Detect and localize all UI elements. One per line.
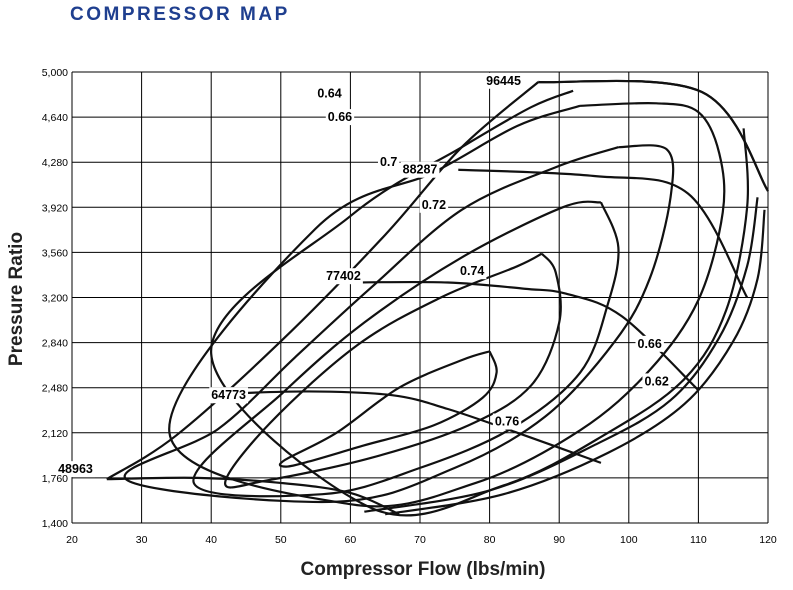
efficiency-label: 0.62 <box>644 374 668 388</box>
speed-line-label: 88287 <box>403 163 438 177</box>
efficiency-island-line <box>210 89 750 517</box>
y-tick-label: 3,920 <box>42 202 68 214</box>
grid <box>71 71 769 524</box>
y-tick-label: 5,000 <box>42 67 68 79</box>
efficiency-label: 0.74 <box>460 264 484 278</box>
speed-line-label: 64773 <box>211 388 246 402</box>
label-backdrop <box>325 109 355 126</box>
y-tick-label: 1,760 <box>42 473 68 485</box>
curves <box>106 79 769 517</box>
speed-line <box>218 390 602 464</box>
x-tick-label: 50 <box>275 534 287 546</box>
surge-line <box>106 81 540 481</box>
y-tick-label: 2,840 <box>42 338 68 350</box>
efficiency-island-line <box>385 209 766 516</box>
speed-line <box>458 168 749 299</box>
efficiency-island-line <box>364 197 759 513</box>
speed-line <box>350 280 700 391</box>
labels: 96445 88287 77402 64773 48963 0.76 0.74 0.72 0.7… <box>56 72 671 478</box>
efficiency-island-line <box>192 200 620 498</box>
y-tick-label: 2,480 <box>42 383 68 395</box>
y-axis-label: Pressure Ratio <box>6 232 27 366</box>
y-tick-label: 3,200 <box>42 293 68 305</box>
speed-line-label: 48963 <box>58 462 93 476</box>
efficiency-island-line <box>123 144 675 504</box>
efficiency-island-line <box>278 350 498 468</box>
efficiency-label: 0.72 <box>422 198 446 212</box>
label-backdrop <box>419 196 449 213</box>
ticks: 20 30 40 50 60 70 80 90 100 110 120 1,400 1,760 2,120… <box>42 67 777 546</box>
x-tick-label: 30 <box>136 534 148 546</box>
x-tick-label: 80 <box>484 534 496 546</box>
x-tick-label: 110 <box>690 534 707 546</box>
speed-line-label: 77402 <box>326 269 361 283</box>
label-backdrop <box>400 161 440 178</box>
label-backdrop <box>492 413 522 430</box>
efficiency-label: 0.7 <box>380 155 397 169</box>
label-backdrop <box>56 461 95 478</box>
efficiency-label: 0.66 <box>328 110 352 124</box>
y-tick-label: 1,400 <box>42 518 68 530</box>
x-tick-label: 60 <box>345 534 357 546</box>
label-backdrop <box>635 335 664 352</box>
label-backdrop <box>642 373 671 390</box>
x-tick-label: 70 <box>414 534 426 546</box>
y-tick-label: 4,640 <box>42 112 68 124</box>
label-backdrop <box>324 268 363 285</box>
label-backdrop <box>377 154 400 171</box>
efficiency-label: 0.76 <box>495 415 519 429</box>
speed-line <box>106 476 400 516</box>
efficiency-island-line <box>224 252 562 489</box>
speed-line <box>538 79 769 192</box>
label-backdrop <box>315 85 344 102</box>
efficiency-island-line <box>168 102 726 508</box>
x-tick-label: 120 <box>759 534 777 546</box>
label-backdrop <box>458 263 487 280</box>
label-backdrop <box>209 387 249 404</box>
efficiency-label: 0.64 <box>317 86 341 100</box>
x-tick-label: 90 <box>553 534 565 546</box>
x-tick-label: 100 <box>620 534 638 546</box>
speed-line-label: 96445 <box>486 74 521 88</box>
x-axis-label: Compressor Flow (lbs/min) <box>301 559 546 580</box>
chart-title: COMPRESSOR MAP <box>70 4 290 25</box>
x-tick-label: 40 <box>205 534 217 546</box>
label-backdrop <box>484 72 523 89</box>
y-tick-label: 3,560 <box>42 247 68 259</box>
y-tick-label: 2,120 <box>42 428 68 440</box>
y-tick-label: 4,280 <box>42 157 68 169</box>
efficiency-label: 0.66 <box>638 337 662 351</box>
x-tick-label: 20 <box>66 534 78 546</box>
